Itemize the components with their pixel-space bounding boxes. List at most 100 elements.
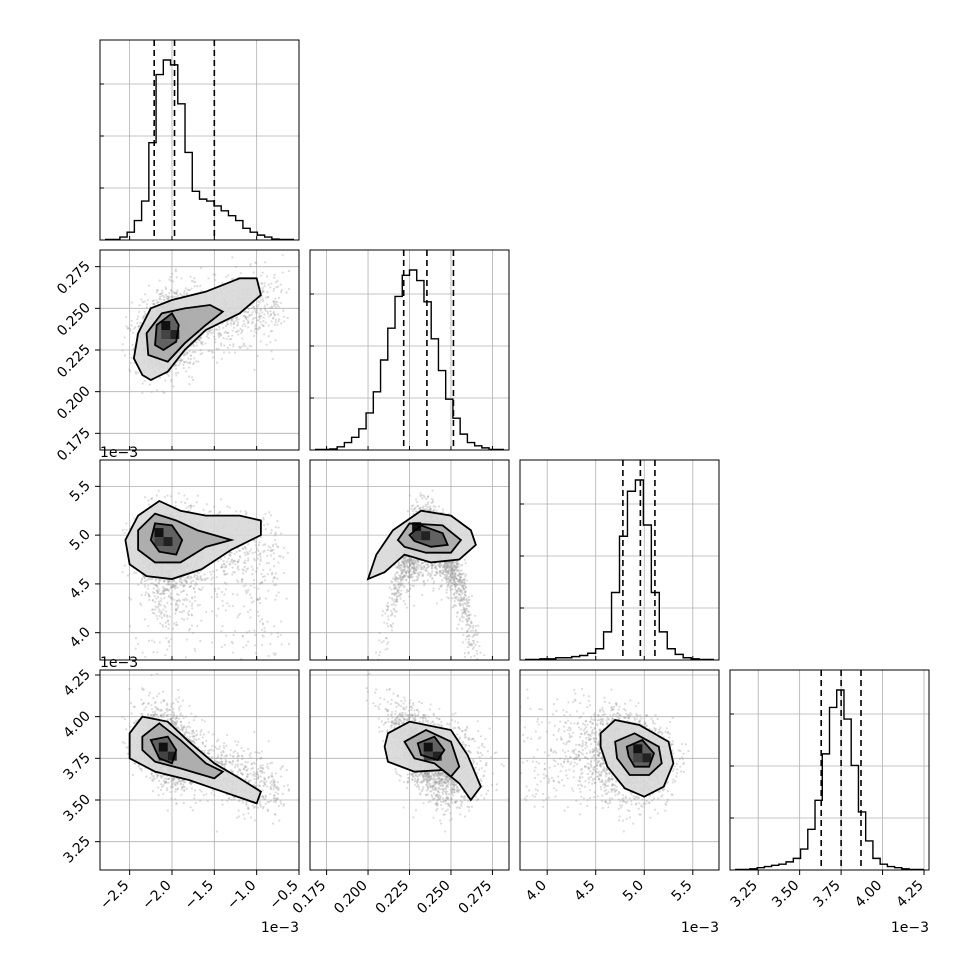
sample-point	[231, 256, 234, 259]
sample-point	[150, 578, 153, 581]
sample-point	[147, 499, 150, 502]
sample-point	[143, 583, 146, 586]
sample-point	[276, 545, 279, 548]
sample-point	[174, 367, 178, 370]
sample-point	[197, 360, 200, 363]
sample-point	[165, 610, 168, 613]
sample-point	[223, 331, 226, 334]
sample-point	[193, 647, 196, 650]
sample-point	[163, 391, 166, 395]
sample-point	[190, 604, 193, 607]
sample-point	[280, 322, 283, 325]
sample-point	[192, 280, 195, 283]
sample-point	[257, 598, 260, 601]
sample-point	[163, 677, 165, 679]
sample-point	[274, 526, 277, 529]
histogram-step	[315, 269, 504, 451]
sample-point	[201, 343, 204, 346]
sample-point	[254, 652, 258, 655]
sample-point	[255, 308, 259, 311]
histogram-panel-3	[729, 669, 930, 871]
sample-point	[213, 505, 216, 508]
sample-point	[274, 339, 277, 342]
sample-point	[161, 390, 165, 393]
sample-point	[190, 279, 194, 283]
sample-point	[199, 342, 203, 345]
sample-point	[163, 588, 167, 591]
sample-point	[194, 281, 197, 284]
sample-point	[231, 277, 235, 280]
sample-point	[264, 321, 267, 324]
sample-point	[271, 571, 274, 574]
sample-point	[225, 565, 228, 569]
sample-point	[167, 627, 170, 630]
sample-point	[222, 559, 225, 563]
sample-point	[258, 598, 261, 601]
sample-point	[236, 566, 239, 569]
sample-point	[123, 354, 126, 357]
sample-point	[147, 594, 151, 598]
sample-point	[276, 323, 279, 326]
sample-point	[160, 592, 163, 595]
sample-point	[191, 351, 194, 354]
sample-point	[232, 343, 235, 346]
sample-point	[263, 630, 266, 633]
sample-point	[183, 352, 186, 355]
sample-point	[136, 371, 140, 374]
sample-point	[236, 324, 239, 327]
sample-point	[219, 557, 223, 561]
sample-point	[251, 306, 254, 309]
sample-point	[243, 311, 246, 314]
sample-point	[160, 610, 163, 613]
sample-point	[195, 583, 199, 586]
sample-point	[259, 601, 262, 605]
sample-point	[286, 316, 289, 320]
sample-point	[230, 640, 233, 644]
sample-point	[223, 572, 226, 575]
sample-point	[272, 543, 275, 546]
sample-point	[174, 602, 178, 605]
sample-point	[244, 547, 247, 551]
sample-point	[236, 579, 239, 582]
sample-point	[225, 699, 227, 701]
sample-point	[154, 583, 158, 587]
sample-point	[166, 295, 169, 298]
sample-point	[250, 313, 253, 316]
sample-point	[138, 304, 141, 307]
sample-point	[188, 600, 191, 603]
sample-point	[273, 576, 276, 579]
sample-point	[276, 301, 279, 304]
sample-point	[237, 580, 240, 584]
sample-point	[256, 311, 259, 314]
sample-point	[232, 320, 236, 323]
sample-point	[273, 583, 276, 586]
sample-point	[140, 581, 143, 584]
sample-point	[260, 295, 264, 298]
sample-point	[266, 312, 270, 315]
sample-point	[196, 578, 199, 581]
sample-point	[163, 613, 166, 616]
sample-point	[153, 641, 156, 644]
sample-point	[155, 301, 158, 304]
sample-point	[128, 368, 131, 371]
sample-point	[220, 645, 223, 649]
sample-point	[192, 345, 196, 348]
sample-point	[187, 289, 190, 292]
sample-point	[144, 585, 147, 588]
sample-point	[162, 608, 165, 611]
sample-point	[156, 617, 159, 620]
sample-point	[246, 590, 249, 593]
sample-point	[244, 562, 247, 565]
sample-point	[269, 642, 272, 645]
sample-point	[178, 359, 181, 362]
sample-point	[271, 357, 274, 360]
sample-point	[158, 298, 161, 301]
sample-point	[187, 575, 190, 578]
sample-point	[259, 555, 262, 558]
sample-point	[262, 516, 265, 520]
sample-point	[184, 577, 187, 580]
sample-point	[188, 585, 191, 589]
sample-point	[129, 598, 132, 601]
sample-point	[262, 711, 264, 713]
sample-point	[228, 604, 231, 608]
